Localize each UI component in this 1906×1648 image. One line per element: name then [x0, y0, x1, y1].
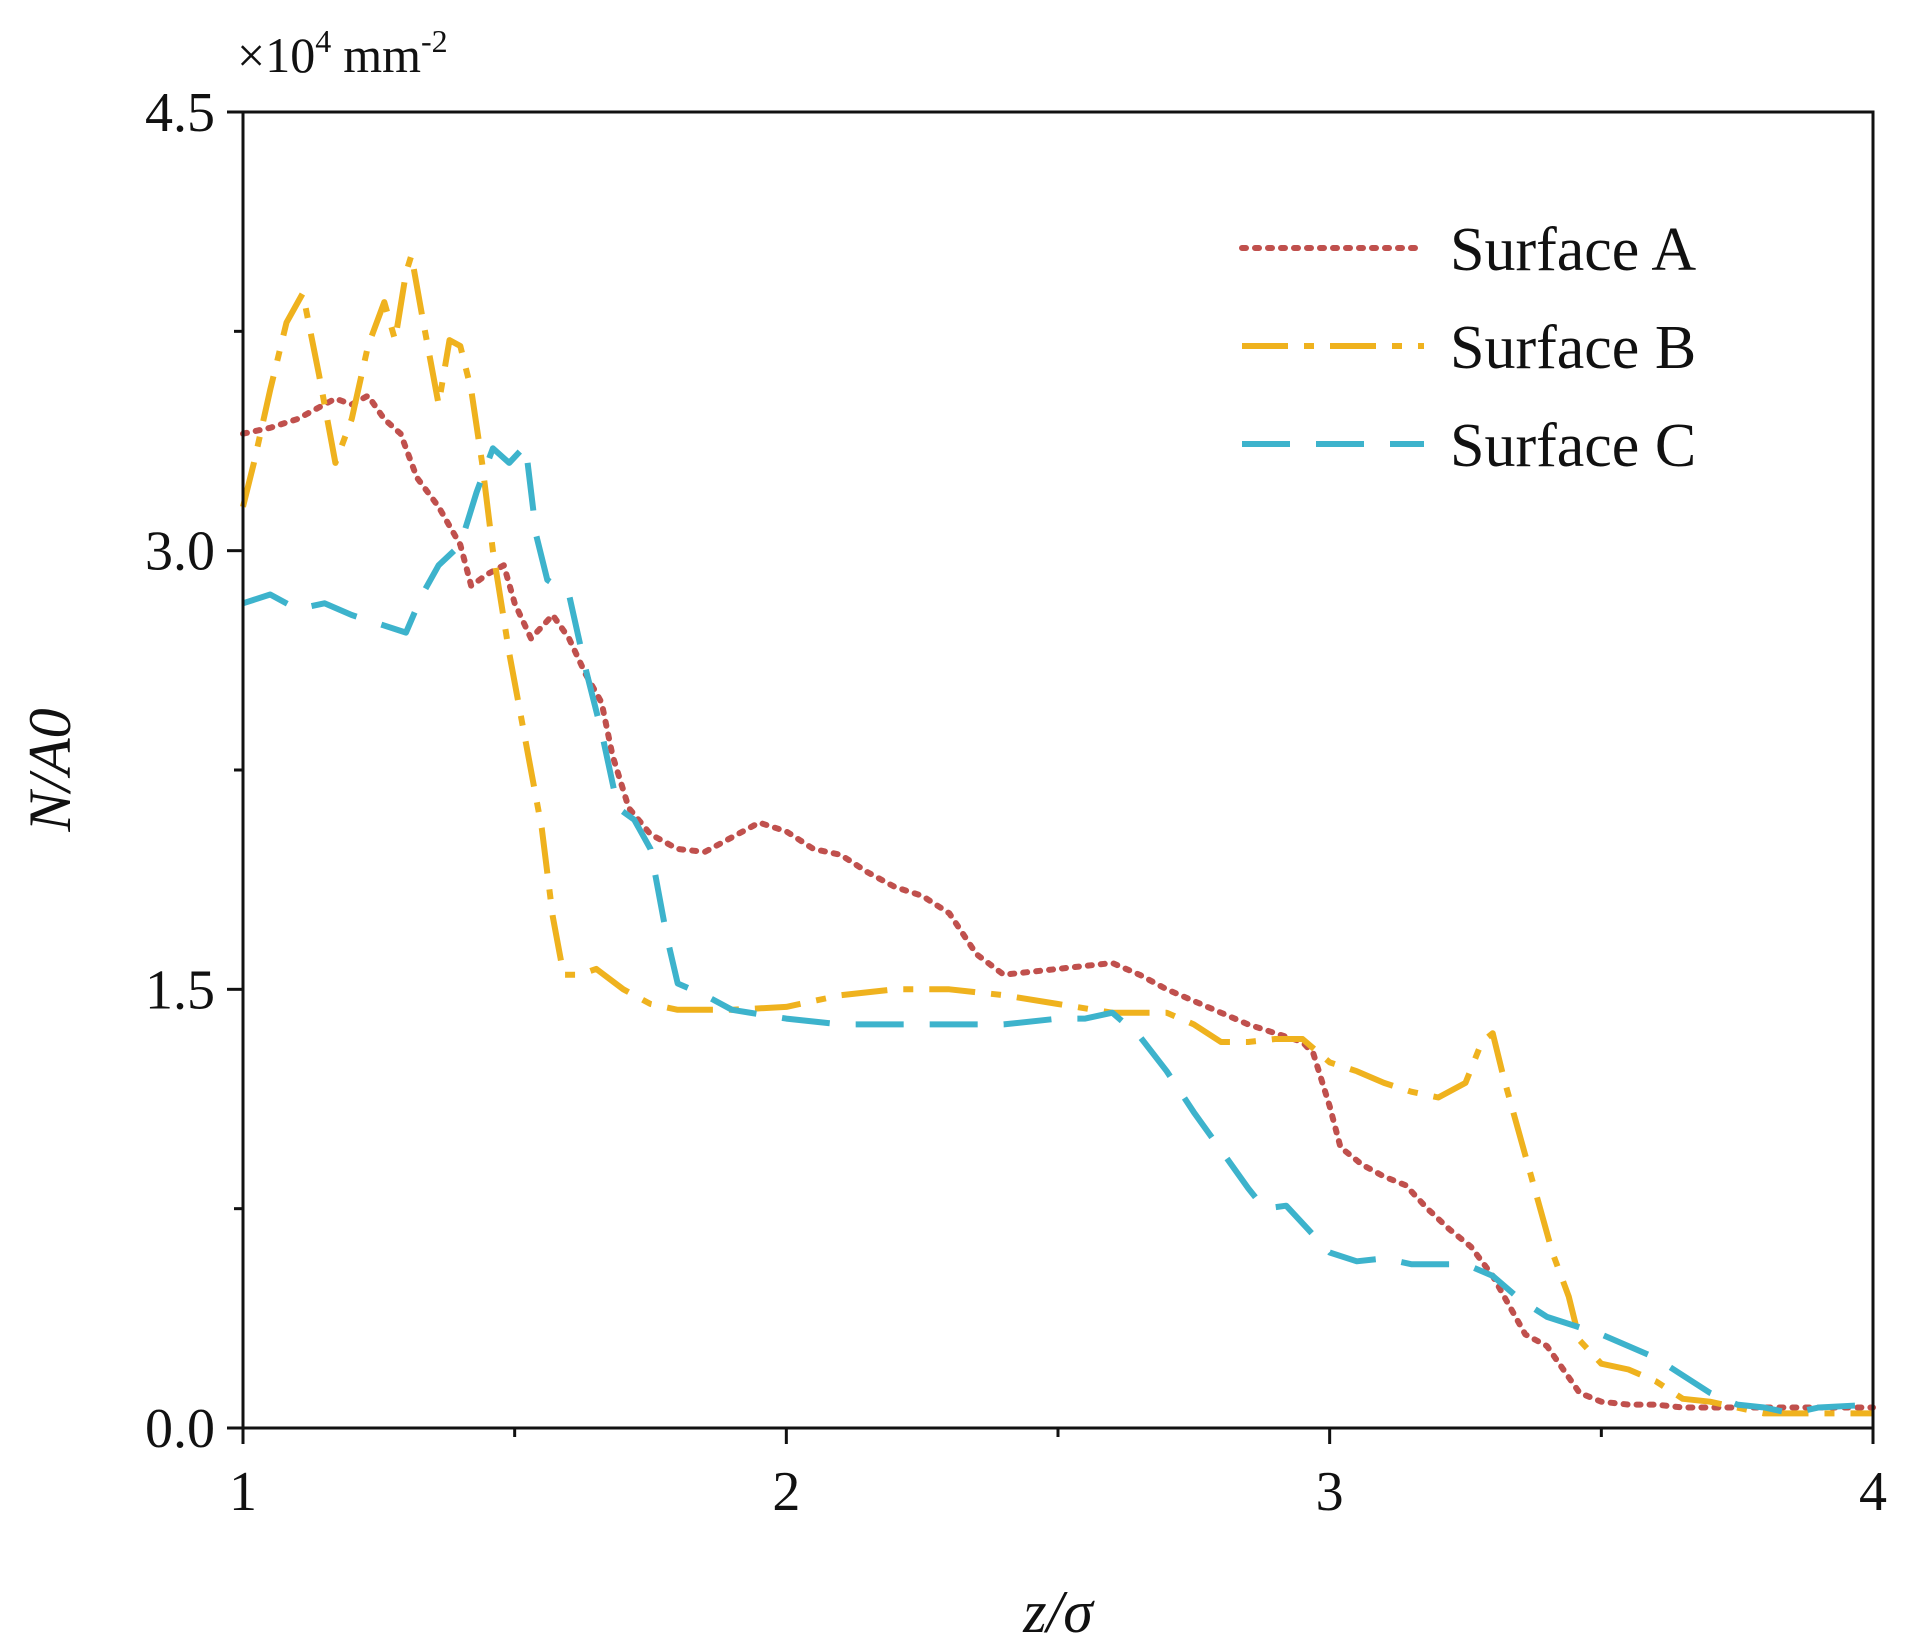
- axis-ticks: [227, 110, 1875, 1444]
- y-tick-label: 1.5: [145, 959, 215, 1021]
- legend-label: Surface A: [1450, 216, 1696, 284]
- y-multiplier-exponent: 4: [315, 23, 331, 59]
- plot-frame: [241, 110, 1875, 1430]
- x-axis-label: z/σ: [1022, 1579, 1095, 1645]
- legend-label: Surface B: [1450, 314, 1696, 382]
- y-axis-label: N/A0: [17, 708, 83, 832]
- legend: Surface A Surface B Surface C: [1239, 216, 1696, 480]
- legend-label: Surface C: [1450, 412, 1696, 480]
- y-unit-exponent: -2: [421, 23, 448, 59]
- y-tick-label: 3.0: [145, 521, 215, 583]
- y-tick-label: 4.5: [145, 82, 215, 144]
- series-line-1: [240, 392, 1876, 1411]
- x-tick-label: 2: [772, 1461, 800, 1523]
- x-tick-label: 1: [229, 1461, 257, 1523]
- x-tick-label: 3: [1316, 1461, 1344, 1523]
- y-multiplier: ×10: [237, 27, 315, 83]
- y-tick-label: 0.0: [145, 1398, 215, 1460]
- x-tick-label: 4: [1859, 1461, 1887, 1523]
- series-line-2: [240, 252, 1873, 1417]
- y-axis-unit-label: ×104 mm-2: [237, 23, 448, 83]
- series-lines: [240, 252, 1876, 1417]
- series-line-3: [242, 442, 1874, 1417]
- axis-tick-labels: 1 2 3 4 0.0 1.5 3.0 4.5: [145, 82, 1887, 1523]
- y-unit: mm: [343, 27, 421, 83]
